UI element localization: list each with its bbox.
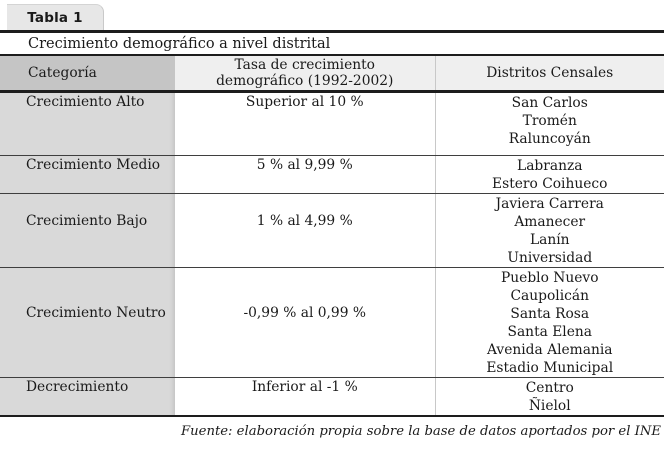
- rate-cell: 1 % al 4,99 %: [175, 193, 435, 268]
- column-header-districts: Distritos Censales: [434, 56, 664, 93]
- demographic-growth-table: Categoría Tasa de crecimiento demográfic…: [0, 56, 664, 417]
- table-title: Crecimiento demográfico a nivel distrita…: [28, 35, 331, 52]
- category-cell: Crecimiento Alto: [0, 91, 175, 156]
- districts-cell: San Carlos Tromén Raluncoyán: [434, 91, 664, 156]
- table-row: Crecimiento Neutro -0,99 % al 0,99 % Pue…: [0, 267, 664, 378]
- table-row: Crecimiento Alto Superior al 10 % San Ca…: [0, 91, 664, 156]
- category-cell: Crecimiento Medio: [0, 155, 175, 194]
- category-cell: Crecimiento Neutro: [0, 267, 175, 378]
- document-page: Tabla 1 Crecimiento demográfico a nivel …: [0, 4, 664, 439]
- districts-cell: Labranza Estero Coihueco: [434, 155, 664, 194]
- column-header-rate: Tasa de crecimiento demográfico (1992-20…: [175, 56, 435, 93]
- source-note: Fuente: elaboración propia sobre la base…: [181, 424, 661, 439]
- title-rule: [0, 54, 664, 56]
- header-row: Categoría Tasa de crecimiento demográfic…: [0, 56, 664, 93]
- table-header: Categoría Tasa de crecimiento demográfic…: [0, 56, 664, 93]
- top-rule: [0, 30, 664, 33]
- rate-cell: Superior al 10 %: [175, 91, 435, 156]
- rate-cell: -0,99 % al 0,99 %: [175, 267, 435, 378]
- table-row: Crecimiento Medio 5 % al 9,99 % Labranza…: [0, 155, 664, 194]
- districts-cell: Centro Ñielol: [434, 377, 664, 417]
- rate-cell: Inferior al -1 %: [175, 377, 435, 417]
- column-header-category: Categoría: [0, 56, 175, 93]
- table-body: Crecimiento Alto Superior al 10 % San Ca…: [0, 91, 664, 417]
- rate-cell: 5 % al 9,99 %: [175, 155, 435, 194]
- districts-cell: Javiera Carrera Amanecer Lanín Universid…: [434, 193, 664, 268]
- category-cell: Decrecimiento: [0, 377, 175, 417]
- table-tab-label: Tabla 1: [27, 9, 83, 26]
- table-row: Crecimiento Bajo 1 % al 4,99 % Javiera C…: [0, 193, 664, 268]
- table-title-row: Crecimiento demográfico a nivel distrita…: [0, 33, 664, 54]
- table-row: Decrecimiento Inferior al -1 % Centro Ñi…: [0, 377, 664, 417]
- table-tab: Tabla 1: [7, 4, 104, 30]
- category-cell: Crecimiento Bajo: [0, 193, 175, 268]
- districts-cell: Pueblo Nuevo Caupolicán Santa Rosa Santa…: [434, 267, 664, 378]
